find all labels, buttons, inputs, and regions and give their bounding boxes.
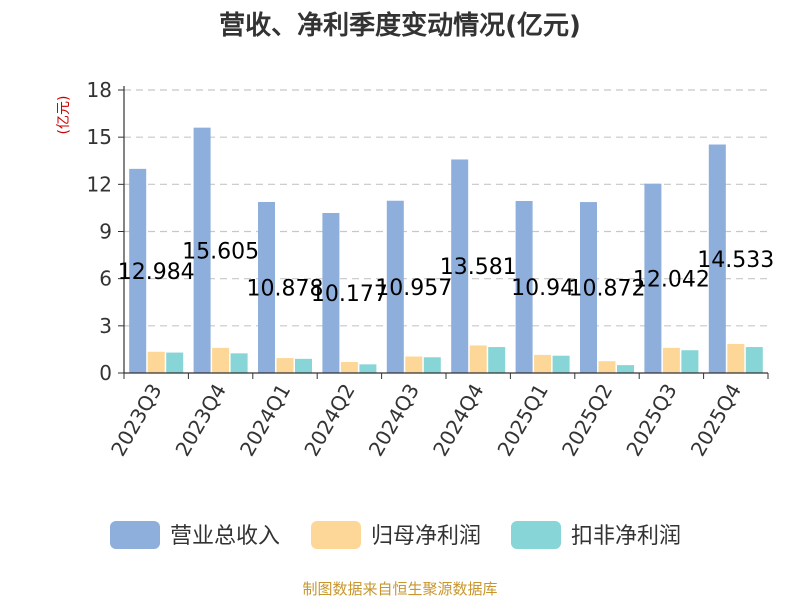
y-tick-label: 0	[99, 361, 112, 385]
bar-营业总收入-2024Q2	[322, 212, 340, 373]
data-label: 12.042	[633, 267, 710, 292]
bar-扣非净利润-2025Q3	[681, 350, 699, 373]
source-note: 制图数据来自恒生聚源数据库	[302, 580, 497, 598]
x-tick-labels: 2023Q3 2023Q4 2024Q1 2024Q2 2024Q3 2024Q4 2025…	[106, 380, 746, 461]
data-label: 12.984	[118, 260, 195, 285]
bar-扣非净利润-2024Q1	[295, 358, 312, 373]
legend-label: 扣非净利润	[571, 524, 681, 549]
x-tick-label: 2025Q4	[686, 380, 746, 461]
legend-swatch	[311, 521, 361, 549]
data-label: 10.957	[375, 276, 452, 301]
y-tick-label: 15	[87, 125, 112, 149]
legend: 营业总收入 归母净利润 扣非净利润	[110, 521, 681, 549]
y-axis-unit: (亿元)	[56, 96, 72, 135]
bar-归母净利润-2024Q1	[276, 358, 294, 373]
legend-label: 营业总收入	[170, 524, 280, 549]
data-label: 13.581	[440, 255, 517, 280]
bar-归母净利润-2024Q2	[340, 361, 358, 373]
bar-扣非净利润-2023Q3	[166, 352, 184, 373]
bar-归母净利润-2025Q3	[662, 347, 680, 373]
y-tick-label: 3	[99, 314, 112, 338]
bar-营业总收入-2025Q4	[708, 144, 726, 373]
bar-归母净利润-2024Q3	[405, 356, 423, 373]
bar-归母净利润-2023Q3	[147, 351, 165, 373]
bar-扣非净利润-2023Q4	[230, 353, 248, 373]
x-tick-label: 2024Q2	[299, 380, 359, 461]
data-label: 10.94	[511, 276, 574, 301]
x-tick-label: 2024Q3	[364, 380, 424, 461]
y-tick-label: 9	[99, 220, 112, 244]
data-label: 15.605	[182, 239, 259, 264]
bar-营业总收入-2025Q2	[580, 202, 597, 373]
bar-营业总收入-2023Q4	[193, 127, 211, 373]
bar-归母净利润-2025Q2	[598, 361, 616, 373]
legend-swatch	[511, 521, 561, 549]
x-tick-label: 2023Q4	[170, 380, 230, 461]
x-tick-label: 2024Q4	[428, 380, 488, 461]
axes	[123, 86, 769, 379]
x-tick-label: 2025Q1	[492, 380, 552, 461]
bar-营业总收入-2025Q1	[515, 200, 533, 373]
x-tick-label: 2025Q3	[621, 380, 681, 461]
bar-营业总收入-2024Q1	[258, 201, 275, 373]
bar-归母净利润-2025Q4	[727, 343, 745, 373]
bar-扣非净利润-2025Q4	[745, 347, 763, 373]
y-tick-label: 18	[87, 78, 112, 102]
bar-归母净利润-2025Q1	[534, 354, 552, 373]
x-tick-label: 2024Q1	[235, 380, 295, 461]
data-label: 10.177	[311, 282, 388, 307]
data-label: 10.872	[569, 277, 646, 302]
bar-营业总收入-2024Q4	[451, 159, 469, 373]
bars	[129, 127, 763, 373]
bar-扣非净利润-2024Q4	[488, 347, 506, 373]
x-tick-label: 2025Q2	[557, 380, 617, 461]
y-tick-label: 12	[87, 172, 112, 196]
x-tick-label: 2023Q3	[106, 380, 166, 461]
chart-title: 营收、净利季度变动情况(亿元)	[219, 10, 581, 41]
bar-扣非净利润-2024Q2	[359, 364, 377, 373]
legend-label: 归母净利润	[371, 524, 481, 549]
data-label: 14.533	[697, 248, 774, 273]
bar-营业总收入-2023Q3	[129, 168, 147, 373]
y-tick-labels: 0 3 6 9 12 15 18	[87, 78, 112, 385]
bar-归母净利润-2023Q4	[212, 347, 230, 373]
bar-扣非净利润-2024Q3	[423, 357, 441, 373]
y-tick-label: 6	[99, 267, 112, 291]
bar-扣非净利润-2025Q1	[552, 355, 570, 373]
bar-扣非净利润-2025Q2	[617, 365, 634, 373]
data-label: 10.878	[247, 276, 324, 301]
legend-swatch	[110, 521, 160, 549]
bar-营业总收入-2025Q3	[644, 183, 662, 373]
bar-归母净利润-2024Q4	[469, 345, 487, 373]
bar-营业总收入-2024Q3	[386, 200, 404, 373]
grid-lines	[118, 89, 768, 374]
